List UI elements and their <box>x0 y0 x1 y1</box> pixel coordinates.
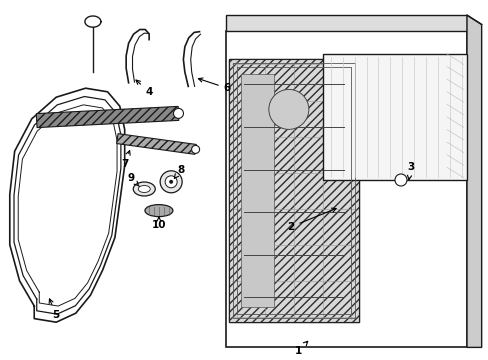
Text: 4: 4 <box>136 80 153 97</box>
Text: 8: 8 <box>174 165 184 178</box>
Circle shape <box>160 171 182 193</box>
Polygon shape <box>225 15 466 31</box>
Polygon shape <box>228 59 359 322</box>
Text: 1: 1 <box>294 341 307 356</box>
Text: 5: 5 <box>49 299 60 320</box>
Circle shape <box>173 108 183 118</box>
Circle shape <box>191 145 199 153</box>
Text: 7: 7 <box>121 150 130 169</box>
Polygon shape <box>466 15 481 347</box>
Polygon shape <box>241 75 273 307</box>
Polygon shape <box>228 59 359 322</box>
Text: 6: 6 <box>198 78 230 93</box>
Text: 9: 9 <box>127 173 139 186</box>
Text: 10: 10 <box>151 217 166 230</box>
Ellipse shape <box>138 185 150 193</box>
Ellipse shape <box>133 182 155 196</box>
Circle shape <box>268 89 308 129</box>
Ellipse shape <box>144 204 173 217</box>
Polygon shape <box>322 54 466 180</box>
Polygon shape <box>225 31 466 347</box>
Text: 3: 3 <box>407 162 413 180</box>
Circle shape <box>165 176 177 188</box>
Polygon shape <box>117 134 196 154</box>
Circle shape <box>169 180 173 184</box>
Polygon shape <box>36 107 179 127</box>
Circle shape <box>394 174 406 186</box>
Text: 2: 2 <box>287 208 335 232</box>
